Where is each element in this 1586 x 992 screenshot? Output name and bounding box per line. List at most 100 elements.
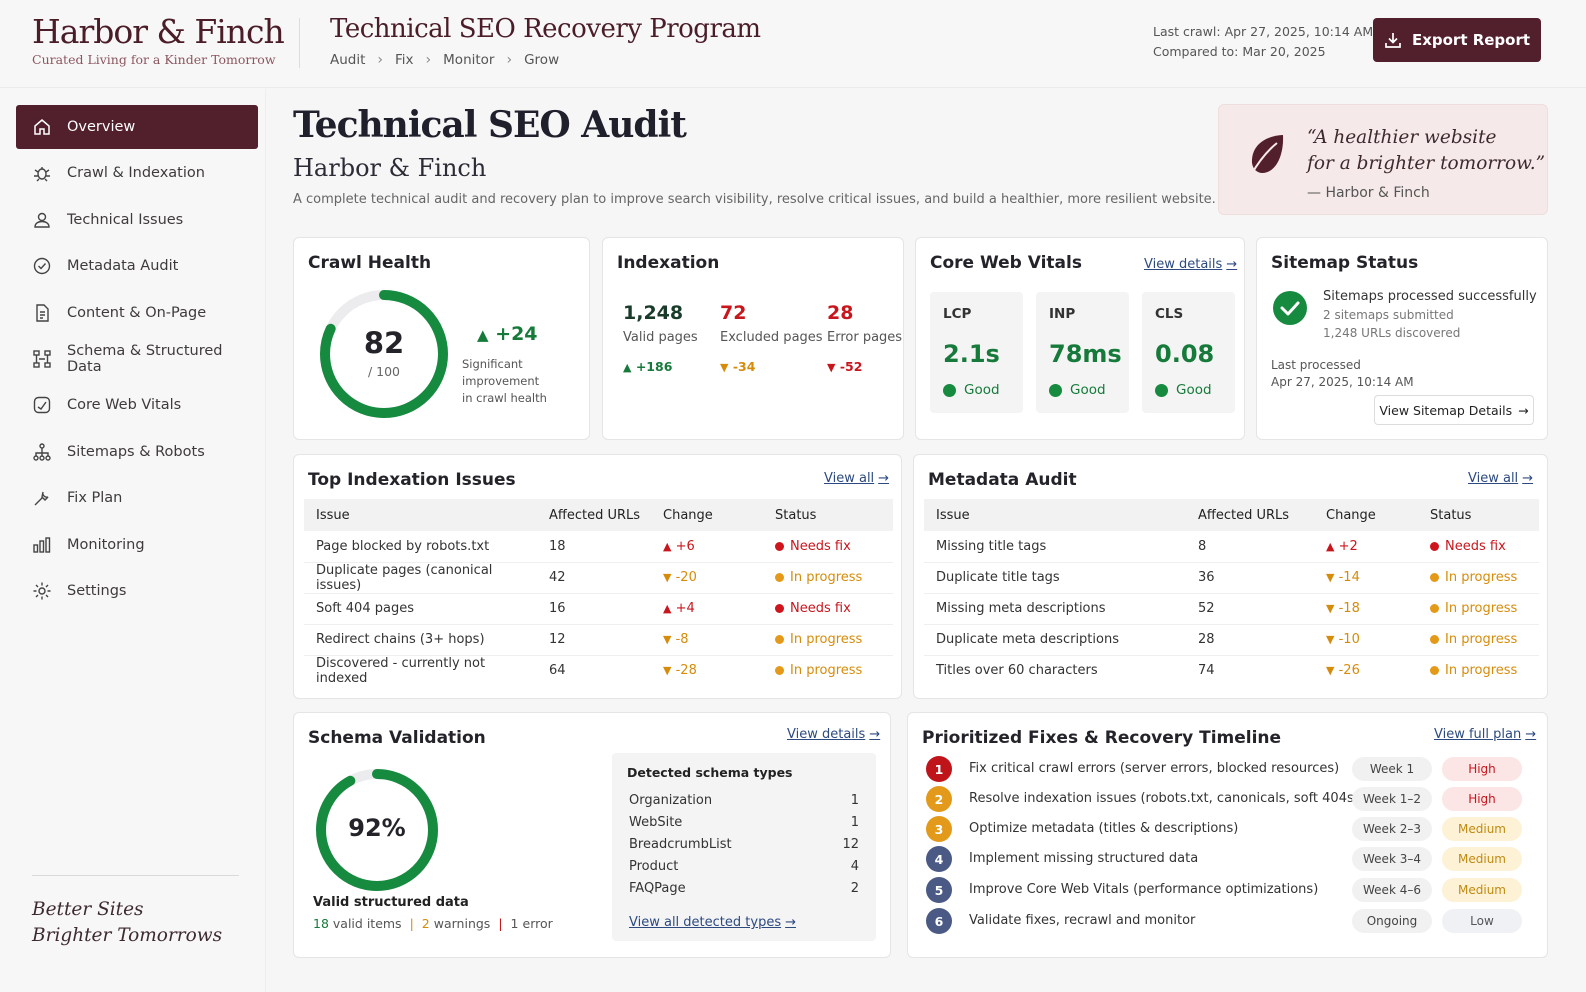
table-row[interactable]: Redirect chains (3+ hops) 12 ▼ -8 In pro… [304,624,893,656]
sidebar-item-label: Technical Issues [67,211,184,228]
sidebar-item-sitemaps-robots[interactable]: Sitemaps & Robots [16,430,258,474]
sidebar-item-overview[interactable]: Overview [16,105,258,149]
status-badge: In progress [1430,601,1539,616]
fix-number-badge: 1 [926,756,952,782]
status-dot-icon [943,383,956,397]
program-title: Technical SEO Recovery Program [330,14,761,44]
status-badge: In progress [1430,663,1539,678]
affected-urls-cell: 42 [537,562,651,594]
export-report-label: Export Report [1411,31,1531,49]
table-row[interactable]: Missing title tags 8 ▲ +2 Needs fix [924,531,1539,563]
sidebar-item-core-web-vitals[interactable]: Core Web Vitals [16,383,258,427]
column-header-change: Change [651,499,763,531]
sidebar-item-monitoring[interactable]: Monitoring [16,523,258,567]
top-issues-table: Issue Affected URLs Change Status Page b… [304,499,893,686]
excluded-pages-value: 72 [720,302,747,324]
change-cell: ▼ -20 [651,562,763,594]
issue-cell: Soft 404 pages [304,593,537,625]
wrench-icon [32,488,67,508]
fix-number-badge: 5 [926,877,952,903]
issue-cell: Duplicate meta descriptions [924,624,1186,656]
fix-item[interactable]: 5 Improve Core Web Vitals (performance o… [926,877,1522,903]
fix-number-badge: 2 [926,786,952,812]
sidebar-item-schema-structured-data[interactable]: Schema & Structured Data [16,337,258,381]
sidebar-item-technical-issues[interactable]: Technical Issues [16,198,258,242]
bug-icon [32,163,67,183]
affected-urls-cell: 18 [537,531,651,563]
detected-schema-title: Detected schema types [627,765,793,780]
fix-week-badge: Week 4–6 [1352,878,1432,902]
sidebar-item-settings[interactable]: Settings [16,569,258,613]
table-row[interactable]: Page blocked by robots.txt 18 ▲ +6 Needs… [304,531,893,563]
breadcrumb-monitor[interactable]: Monitor [443,52,495,68]
export-report-button[interactable]: Export Report [1373,18,1541,62]
quote-card: “A healthier website for a brighter tomo… [1218,104,1548,215]
fix-text: Resolve indexation issues (robots.txt, c… [969,791,1359,806]
breadcrumb-fix[interactable]: Fix [395,52,414,68]
status-dot-icon [775,604,784,613]
sitemap-submitted: 2 sitemaps submitted [1323,308,1454,322]
vital-name: CLS [1155,306,1184,322]
arrow-down-icon: ▼ [663,571,672,584]
issue-cell: Duplicate pages (canonical issues) [304,562,537,594]
table-row[interactable]: Titles over 60 characters 74 ▼ -26 In pr… [924,655,1539,686]
brand-logo[interactable]: Harbor & Finch Curated Living for a Kind… [32,12,285,67]
sidebar-item-content-on-page[interactable]: Content & On-Page [16,291,258,335]
fix-item[interactable]: 4 Implement missing structured data Week… [926,846,1522,872]
chevron-right-icon: › [425,52,432,68]
schema-validation-title: Schema Validation [308,728,486,748]
status-badge: Needs fix [1430,539,1539,554]
change-cell: ▼ -8 [651,624,763,656]
table-row[interactable]: Discovered - currently not indexed 64 ▼ … [304,655,893,686]
view-sitemap-details-button[interactable]: View Sitemap Details → [1374,395,1534,425]
sidebar-item-fix-plan[interactable]: Fix Plan [16,476,258,520]
excluded-pages-change: ▼ -34 [720,359,823,374]
top-issues-view-all-link[interactable]: View all → [824,471,889,486]
sidebar-quote: Better Sites Brighter Tomorrows [32,897,222,949]
brand-name: Harbor & Finch [32,12,285,51]
download-icon [1384,31,1402,49]
breadcrumb-grow[interactable]: Grow [524,52,560,68]
status-dot-icon [1430,604,1439,613]
change-cell: ▼ -14 [1314,562,1418,594]
view-all-detected-types-link[interactable]: View all detected types → [629,915,796,930]
table-row[interactable]: Missing meta descriptions 52 ▼ -18 In pr… [924,593,1539,625]
arrow-right-icon: → [1522,471,1534,486]
status-dot-icon [1049,383,1062,397]
check-circle-icon [1272,290,1308,326]
top-indexation-issues-card: Top Indexation Issues View all → Issue A… [293,454,902,699]
fix-text: Improve Core Web Vitals (performance opt… [969,882,1319,897]
sidebar-item-metadata-audit[interactable]: Metadata Audit [16,244,258,288]
fix-item[interactable]: 6 Validate fixes, recrawl and monitor On… [926,908,1522,934]
indexation-title: Indexation [617,253,720,273]
metadata-view-all-link[interactable]: View all → [1468,471,1533,486]
affected-urls-cell: 12 [537,624,651,656]
error-count: 1 [510,916,519,931]
core-web-vitals-view-details-link[interactable]: View details → [1144,257,1237,272]
fix-item[interactable]: 3 Optimize metadata (titles & descriptio… [926,816,1522,842]
table-row[interactable]: Duplicate pages (canonical issues) 42 ▼ … [304,562,893,594]
status-badge: In progress [775,570,893,585]
indexation-card: Indexation 1,248 Valid pages ▲ +186 72 E… [602,237,904,440]
fix-item[interactable]: 1 Fix critical crawl errors (server erro… [926,756,1522,782]
change-cell: ▲ +6 [651,531,763,563]
table-row[interactable]: Soft 404 pages 16 ▲ +4 Needs fix [304,593,893,625]
prioritized-fixes-title: Prioritized Fixes & Recovery Timeline [922,728,1282,748]
change-value: -14 [1338,570,1360,585]
table-row[interactable]: Duplicate title tags 36 ▼ -14 In progres… [924,562,1539,594]
crawl-health-score: 82 [363,326,405,360]
user-icon [32,210,67,230]
sidebar-item-crawl-indexation[interactable]: Crawl & Indexation [16,151,258,195]
status-badge: In progress [775,632,893,647]
breadcrumb-audit[interactable]: Audit [330,52,366,68]
arrow-down-icon: ▼ [663,664,672,678]
arrow-up-icon: ▲ [663,539,672,553]
table-row[interactable]: Duplicate meta descriptions 28 ▼ -10 In … [924,624,1539,656]
fix-item[interactable]: 2 Resolve indexation issues (robots.txt,… [926,786,1522,812]
view-full-plan-link[interactable]: View full plan → [1434,727,1536,742]
page-subtitle: Harbor & Finch [293,154,487,182]
sidebar-item-label: Fix Plan [67,490,123,507]
schema-view-details-link[interactable]: View details → [787,727,880,742]
error-label: error [522,916,553,931]
last-crawl-text: Last crawl: Apr 27, 2025, 10:14 AM [1153,24,1374,39]
